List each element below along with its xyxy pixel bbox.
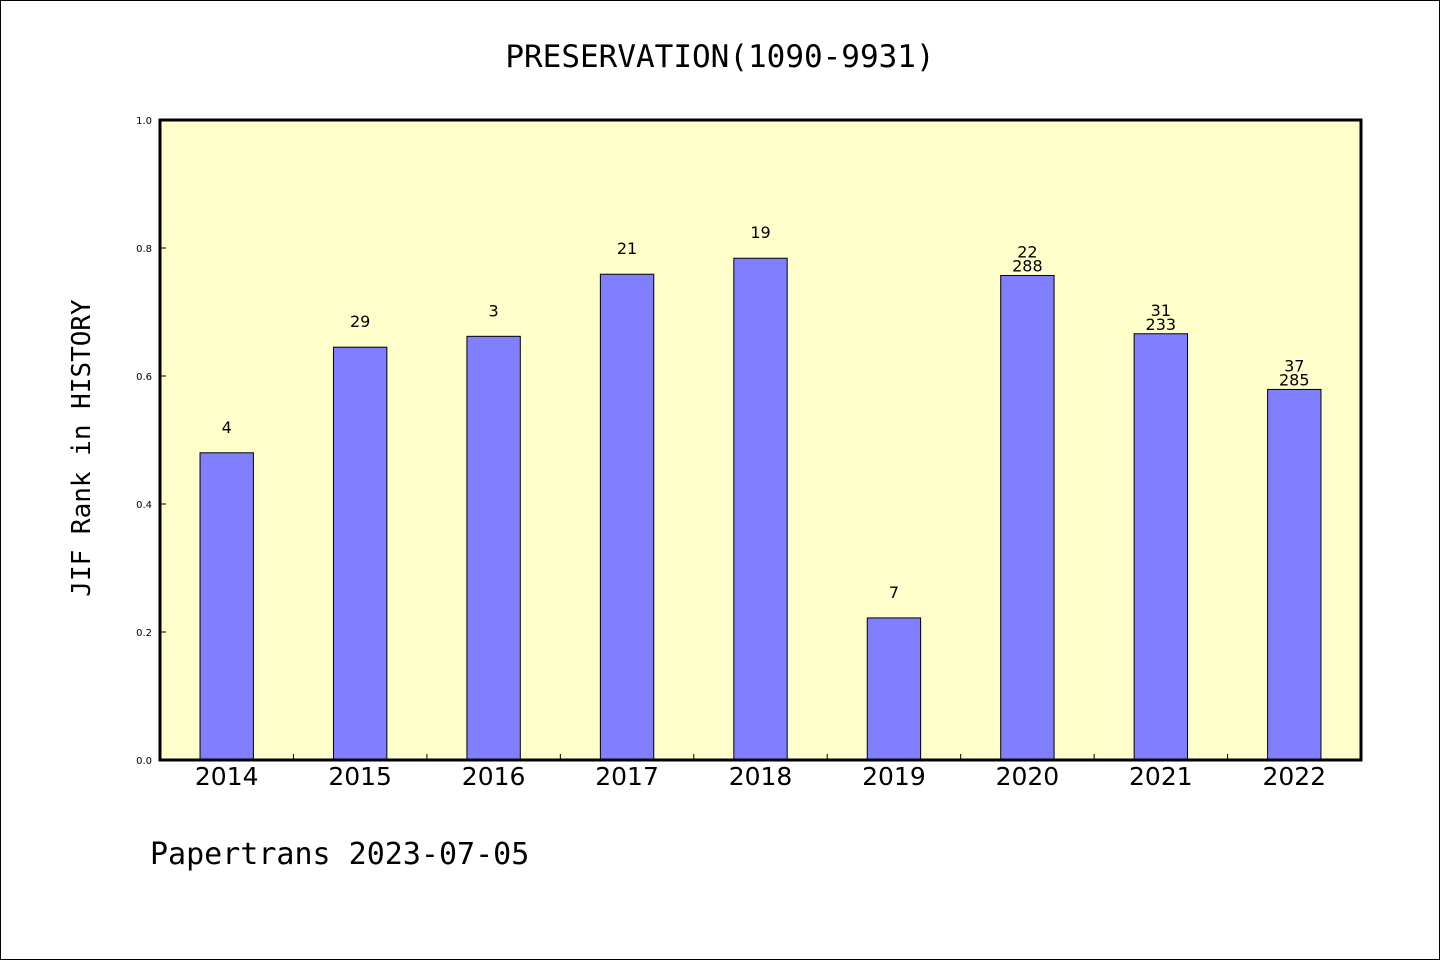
bar-2021 <box>1133 333 1189 761</box>
bar-value-label: 3 <box>489 301 499 320</box>
y-tick-label: 0.0 <box>136 756 152 767</box>
x-tick-label: 2017 <box>595 762 659 791</box>
x-axis-ticks: 2014 2015 2016 2017 2018 2019 2020 2021 2022 <box>195 754 1326 791</box>
bar-value-label: 37 <box>1284 356 1304 375</box>
y-tick-label: 0.4 <box>136 500 152 511</box>
bar-value-label: 7 <box>889 583 899 602</box>
bar-value-label: 4 <box>222 418 232 437</box>
x-tick-label: 2021 <box>1129 762 1193 791</box>
x-tick-label: 2022 <box>1262 762 1326 791</box>
bar-value-label: 29 <box>350 312 370 331</box>
bar-value-label: 285 <box>1279 370 1310 389</box>
bar-value-label: 22 <box>1017 243 1037 262</box>
bar-2014 <box>199 452 254 761</box>
x-tick-label: 2018 <box>729 762 793 791</box>
bar-2018 <box>733 257 788 761</box>
bar-2019 <box>866 617 922 761</box>
x-tick-label: 2020 <box>996 762 1060 791</box>
bar-2017 <box>599 273 655 761</box>
bar-value-label: 288 <box>1012 257 1043 276</box>
bar-2015 <box>332 346 388 761</box>
bar-value-label: 31 <box>1151 301 1171 320</box>
y-axis-label: JIF Rank in HISTORY <box>67 299 97 597</box>
x-tick-label: 2014 <box>195 762 259 791</box>
bar-2016 <box>466 335 521 761</box>
bar-2022 <box>1267 388 1322 761</box>
y-tick-label: 0.6 <box>136 372 152 383</box>
bar-value-label: 19 <box>750 223 770 242</box>
chart-title: PRESERVATION(1090-9931) <box>505 39 934 75</box>
footer-credit: Papertrans 2023-07-05 <box>150 837 529 872</box>
x-tick-label: 2015 <box>328 762 392 791</box>
plot-border <box>158 118 1363 762</box>
bar-value-label: 21 <box>617 239 637 258</box>
bar-2020 <box>1000 275 1055 761</box>
bars-group <box>199 257 1322 761</box>
y-tick-label: 0.8 <box>136 244 152 255</box>
bar-value-label: 233 <box>1146 315 1177 334</box>
x-tick-label: 2019 <box>862 762 926 791</box>
y-tick-label: 0.2 <box>136 628 152 639</box>
x-tick-label: 2016 <box>462 762 526 791</box>
y-tick-label: 1.0 <box>136 116 152 127</box>
